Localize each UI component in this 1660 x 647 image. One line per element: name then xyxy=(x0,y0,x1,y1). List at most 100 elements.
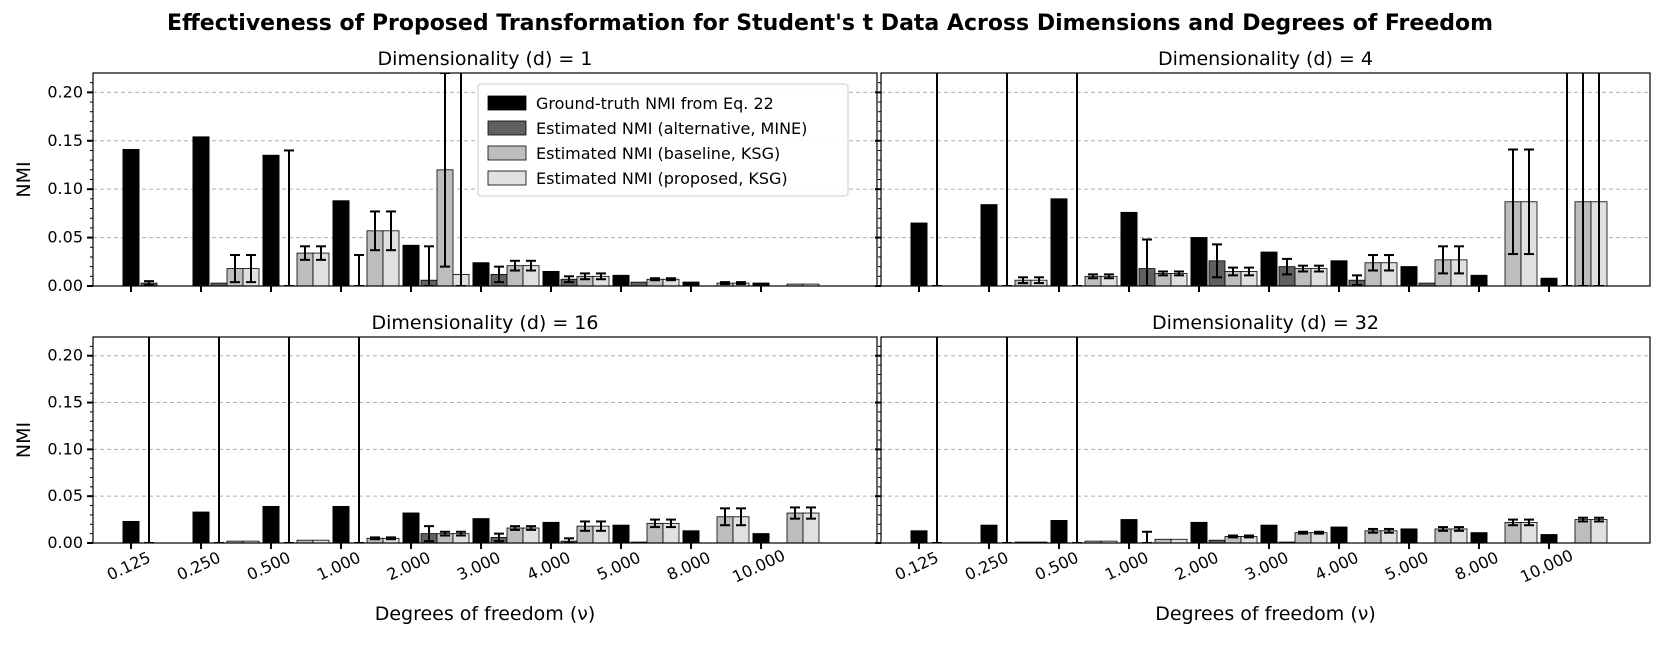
bar-ground-truth xyxy=(402,244,420,286)
legend-label: Estimated NMI (proposed, KSG) xyxy=(536,169,788,188)
y-tick-label: 0.05 xyxy=(47,486,83,505)
bar-ground-truth xyxy=(1120,519,1138,543)
bar-ground-truth xyxy=(1190,237,1208,286)
figure-title: Effectiveness of Proposed Transformation… xyxy=(167,11,1493,36)
y-tick-label: 0.20 xyxy=(47,82,83,101)
bars-group xyxy=(910,337,1608,543)
panel-1: Dimensionality (d) = 1 0.00 0.05 0.10 0.15 0.… xyxy=(13,48,878,295)
bar-ground-truth xyxy=(192,511,210,543)
panel-title: Dimensionality (d) = 16 xyxy=(372,312,599,334)
bar-ground-truth xyxy=(472,518,490,543)
y-tick-label: 0.15 xyxy=(47,131,83,150)
x-tick-label: 0.250 xyxy=(962,548,1012,585)
x-tick-label: 0.125 xyxy=(104,548,154,585)
bar-proposed xyxy=(312,539,330,543)
x-tick-label: 8.000 xyxy=(1452,548,1502,585)
bar-ground-truth xyxy=(1470,532,1488,543)
bar-ground-truth xyxy=(752,282,770,286)
bar-ground-truth xyxy=(612,274,630,286)
bar-ground-truth xyxy=(262,505,280,543)
bar-ground-truth xyxy=(1540,277,1558,286)
bar-ground-truth xyxy=(1120,211,1138,286)
bar-baseline xyxy=(1574,519,1592,543)
bar-ground-truth xyxy=(1540,534,1558,543)
y-tick-label: 0.20 xyxy=(47,346,83,365)
bar-ground-truth xyxy=(910,222,928,286)
bar-ground-truth xyxy=(752,533,770,543)
legend-swatch xyxy=(487,95,527,111)
y-tick-label: 0.00 xyxy=(47,276,83,295)
y-tick-label: 0.00 xyxy=(47,533,83,552)
bar-ground-truth xyxy=(980,524,998,543)
bar-ground-truth xyxy=(980,204,998,286)
bar-ground-truth xyxy=(1050,520,1068,543)
bar-ground-truth xyxy=(1260,524,1278,543)
bar-ground-truth xyxy=(1400,528,1418,543)
legend-label: Estimated NMI (alternative, MINE) xyxy=(536,119,807,138)
panels-group: Dimensionality (d) = 1 0.00 0.05 0.10 0.15 0.… xyxy=(13,48,1651,625)
bar-ground-truth xyxy=(1470,274,1488,286)
bar-ground-truth xyxy=(1330,526,1348,543)
x-tick-label: 1.000 xyxy=(314,548,364,585)
axes-frame xyxy=(92,336,878,544)
bar-ground-truth xyxy=(612,524,630,543)
bar-proposed xyxy=(1590,519,1608,543)
y-axis-label: NMI xyxy=(13,422,35,458)
bar-ground-truth xyxy=(402,512,420,543)
x-tick-label: 5.000 xyxy=(594,548,644,585)
panel-title: Dimensionality (d) = 4 xyxy=(1158,48,1373,70)
legend-swatch xyxy=(487,120,527,136)
bar-ground-truth xyxy=(682,530,700,543)
legend: Ground-truth NMI from Eq. 22 Estimated NM… xyxy=(477,83,849,197)
x-tick-label: 2.000 xyxy=(1172,548,1222,585)
bars-group xyxy=(910,73,1608,286)
x-tick-label: 8.000 xyxy=(664,548,714,585)
legend-swatch xyxy=(487,170,527,186)
bar-ground-truth xyxy=(542,270,560,286)
panel-title: Dimensionality (d) = 32 xyxy=(1152,312,1379,334)
bar-ground-truth xyxy=(1260,251,1278,286)
legend-swatch xyxy=(487,145,527,161)
x-tick-label: 4.000 xyxy=(524,548,574,585)
x-tick-label: 3.000 xyxy=(454,548,504,585)
bar-ground-truth xyxy=(1400,266,1418,286)
panel-title: Dimensionality (d) = 1 xyxy=(378,48,593,70)
bar-ground-truth xyxy=(122,520,140,543)
y-tick-label: 0.05 xyxy=(47,228,83,247)
axes-frame xyxy=(880,72,1651,287)
x-axis-label: Degrees of freedom (ν) xyxy=(375,603,596,625)
bar-ground-truth xyxy=(332,200,350,286)
bar-ground-truth xyxy=(542,521,560,543)
bar-ground-truth xyxy=(472,262,490,286)
bar-ground-truth xyxy=(192,136,210,286)
panel-2: Dimensionality (d) = 4 xyxy=(875,48,1651,292)
x-axis-label: Degrees of freedom (ν) xyxy=(1155,603,1376,625)
y-tick-label: 0.10 xyxy=(47,439,83,458)
axes-frame xyxy=(92,72,878,287)
axes-frame xyxy=(880,336,1651,544)
x-tick-label: 1.000 xyxy=(1102,548,1152,585)
legend-label: Estimated NMI (baseline, KSG) xyxy=(536,144,780,163)
bar-ground-truth xyxy=(1190,521,1208,543)
y-axis-label: NMI xyxy=(13,161,35,197)
legend-box xyxy=(477,83,849,197)
x-tick-label: 5.000 xyxy=(1382,548,1432,585)
bar-ground-truth xyxy=(262,154,280,286)
x-tick-label: 10.000 xyxy=(729,546,788,587)
x-tick-label: 3.000 xyxy=(1242,548,1292,585)
bar-ground-truth xyxy=(910,530,928,543)
bar-ground-truth xyxy=(1050,198,1068,286)
legend-label: Ground-truth NMI from Eq. 22 xyxy=(536,94,774,113)
y-tick-label: 0.15 xyxy=(47,393,83,412)
x-tick-label: 0.500 xyxy=(244,548,294,585)
x-tick-label: 10.000 xyxy=(1517,546,1576,587)
x-tick-label: 2.000 xyxy=(384,548,434,585)
x-tick-label: 0.125 xyxy=(892,548,942,585)
bar-ground-truth xyxy=(332,505,350,543)
bar-ground-truth xyxy=(1330,260,1348,286)
x-tick-label: 0.250 xyxy=(174,548,224,585)
bar-ground-truth xyxy=(122,148,140,286)
y-tick-label: 0.10 xyxy=(47,179,83,198)
x-tick-label: 4.000 xyxy=(1312,548,1362,585)
